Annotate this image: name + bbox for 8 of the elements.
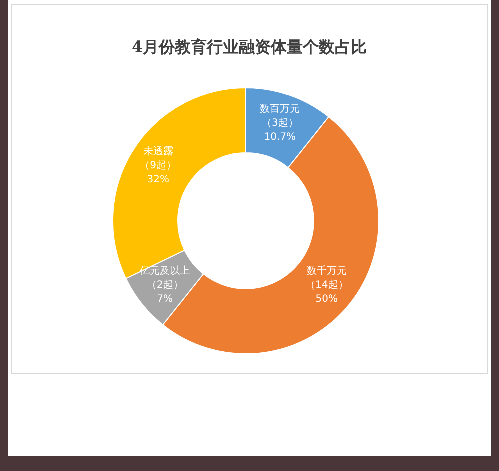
data-label: （14起） 50%	[306, 279, 348, 306]
slice-label: 数千万元	[306, 265, 347, 278]
chart-title: 4月份教育行业融资体量个数占比	[132, 38, 368, 56]
slice-label: 数百万元	[260, 104, 300, 115]
data-label: （9起） 32%	[140, 159, 177, 186]
data-label: （2起） 7%	[146, 279, 184, 306]
data-label: （3起） 10.7%	[262, 116, 298, 143]
slice-label: 未透露	[143, 145, 174, 158]
